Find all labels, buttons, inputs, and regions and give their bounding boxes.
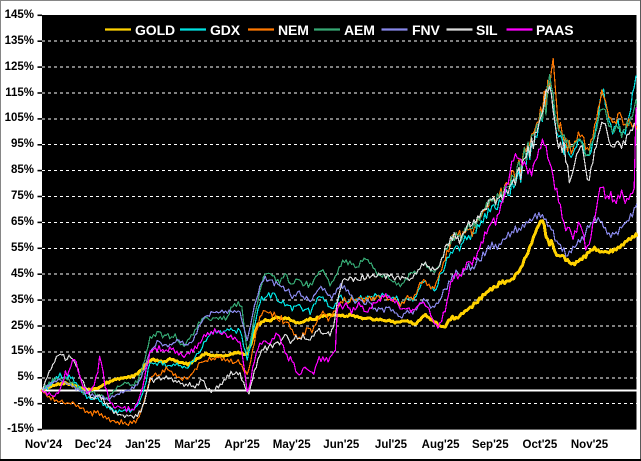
- svg-text:NEM: NEM: [278, 22, 309, 38]
- svg-text:GDX: GDX: [210, 22, 241, 38]
- svg-text:SIL: SIL: [476, 22, 498, 38]
- svg-text:FNV: FNV: [412, 22, 440, 38]
- svg-text:PAAS: PAAS: [536, 22, 573, 38]
- svg-text:GOLD: GOLD: [135, 22, 175, 38]
- svg-text:AEM: AEM: [344, 22, 375, 38]
